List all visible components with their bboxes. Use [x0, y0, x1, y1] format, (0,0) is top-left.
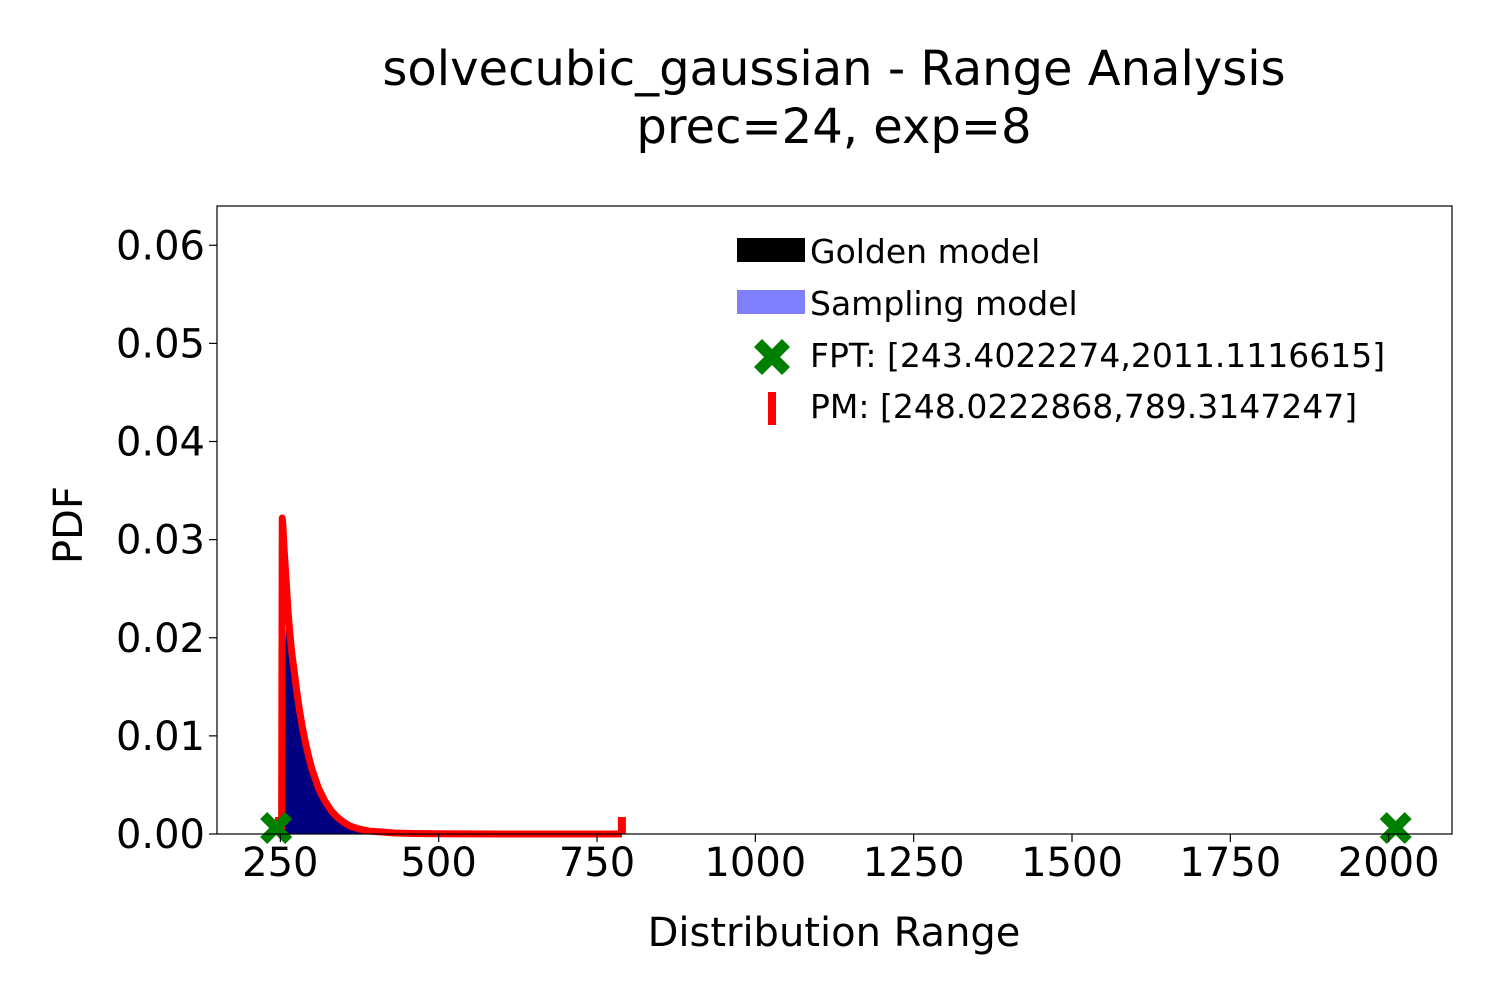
x-tick-label: 250: [242, 840, 318, 886]
x-axis-label: Distribution Range: [648, 910, 1021, 956]
x-tick-label: 500: [400, 840, 476, 886]
x-tick-label: 1500: [1021, 840, 1123, 886]
legend-swatch-golden: [737, 238, 805, 262]
chart-title: solvecubic_gaussian - Range Analysis: [382, 41, 1285, 97]
y-tick-label: 0.01: [116, 714, 205, 760]
legend-label-fpt: FPT: [243.4022274,2011.1116615]: [810, 336, 1385, 375]
y-tick-label: 0.04: [116, 420, 205, 466]
y-tick-label: 0.05: [116, 321, 205, 367]
y-tick-label: 0.02: [116, 616, 205, 662]
x-tick-label: 1250: [863, 840, 965, 886]
x-axis-ticks: 250 500 750 1000 1250 1500 1750 2000: [242, 834, 1440, 886]
legend-label-sampling: Sampling model: [810, 284, 1078, 323]
plot-area: [260, 514, 1412, 844]
y-tick-label: 0.03: [116, 518, 205, 564]
x-tick-label: 1000: [704, 840, 806, 886]
legend-swatch-sampling: [737, 290, 805, 314]
x-tick-label: 2000: [1338, 840, 1440, 886]
x-tick-label: 750: [559, 840, 635, 886]
legend: Golden model Sampling model FPT: [243.40…: [737, 232, 1385, 426]
y-tick-label: 0.06: [116, 223, 205, 269]
fpt-range-marker-0: [260, 812, 293, 844]
y-axis-ticks: 0.00 0.01 0.02 0.03 0.04 0.05 0.06: [116, 223, 217, 858]
chart-subtitle: prec=24, exp=8: [636, 99, 1031, 155]
pm-range-marker-1: [617, 817, 626, 834]
y-axis-label: PDF: [46, 486, 92, 564]
plot-frame: [216, 205, 1453, 835]
legend-marker-pm-icon: [768, 392, 776, 425]
fpt-range-marker-1: [1379, 812, 1412, 844]
golden-model-area: [282, 598, 439, 834]
legend-marker-fpt-icon: [754, 339, 790, 375]
pm-curve: [276, 514, 622, 838]
y-tick-label: 0.00: [116, 812, 205, 858]
legend-label-golden: Golden model: [810, 232, 1040, 271]
legend-label-pm: PM: [248.0222868,789.3147247]: [810, 387, 1357, 426]
x-tick-label: 1750: [1179, 840, 1281, 886]
